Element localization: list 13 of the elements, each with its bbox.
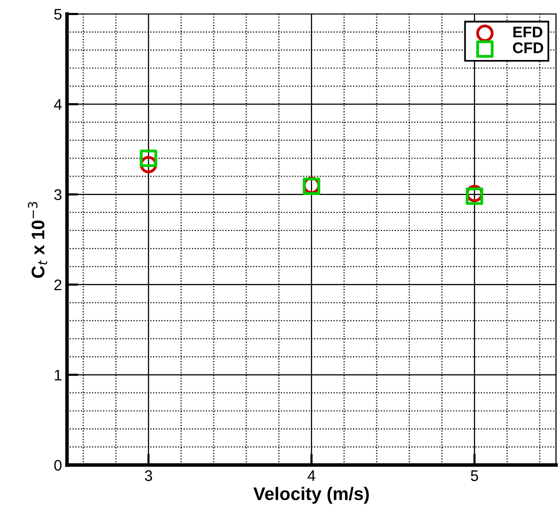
legend-label: CFD xyxy=(513,42,544,54)
y-axis-title: C$_{t}$ x 10$^{−3}$ xyxy=(28,202,48,278)
y-tick-label: 1 xyxy=(54,370,62,380)
y-tick-label: 5 xyxy=(54,9,62,20)
y-tick-label: 3 xyxy=(54,189,62,200)
x-axis-title: Velocity (m/s) xyxy=(253,486,369,504)
x-tick-label: 4 xyxy=(308,470,316,481)
y-tick-label: 4 xyxy=(54,99,62,110)
y-tick-label: 2 xyxy=(54,279,62,290)
y-tick-label: 0 xyxy=(54,460,62,471)
legend-label: EFD xyxy=(513,26,542,38)
x-tick-label: 3 xyxy=(144,470,152,482)
x-tick-label: 5 xyxy=(470,470,478,482)
